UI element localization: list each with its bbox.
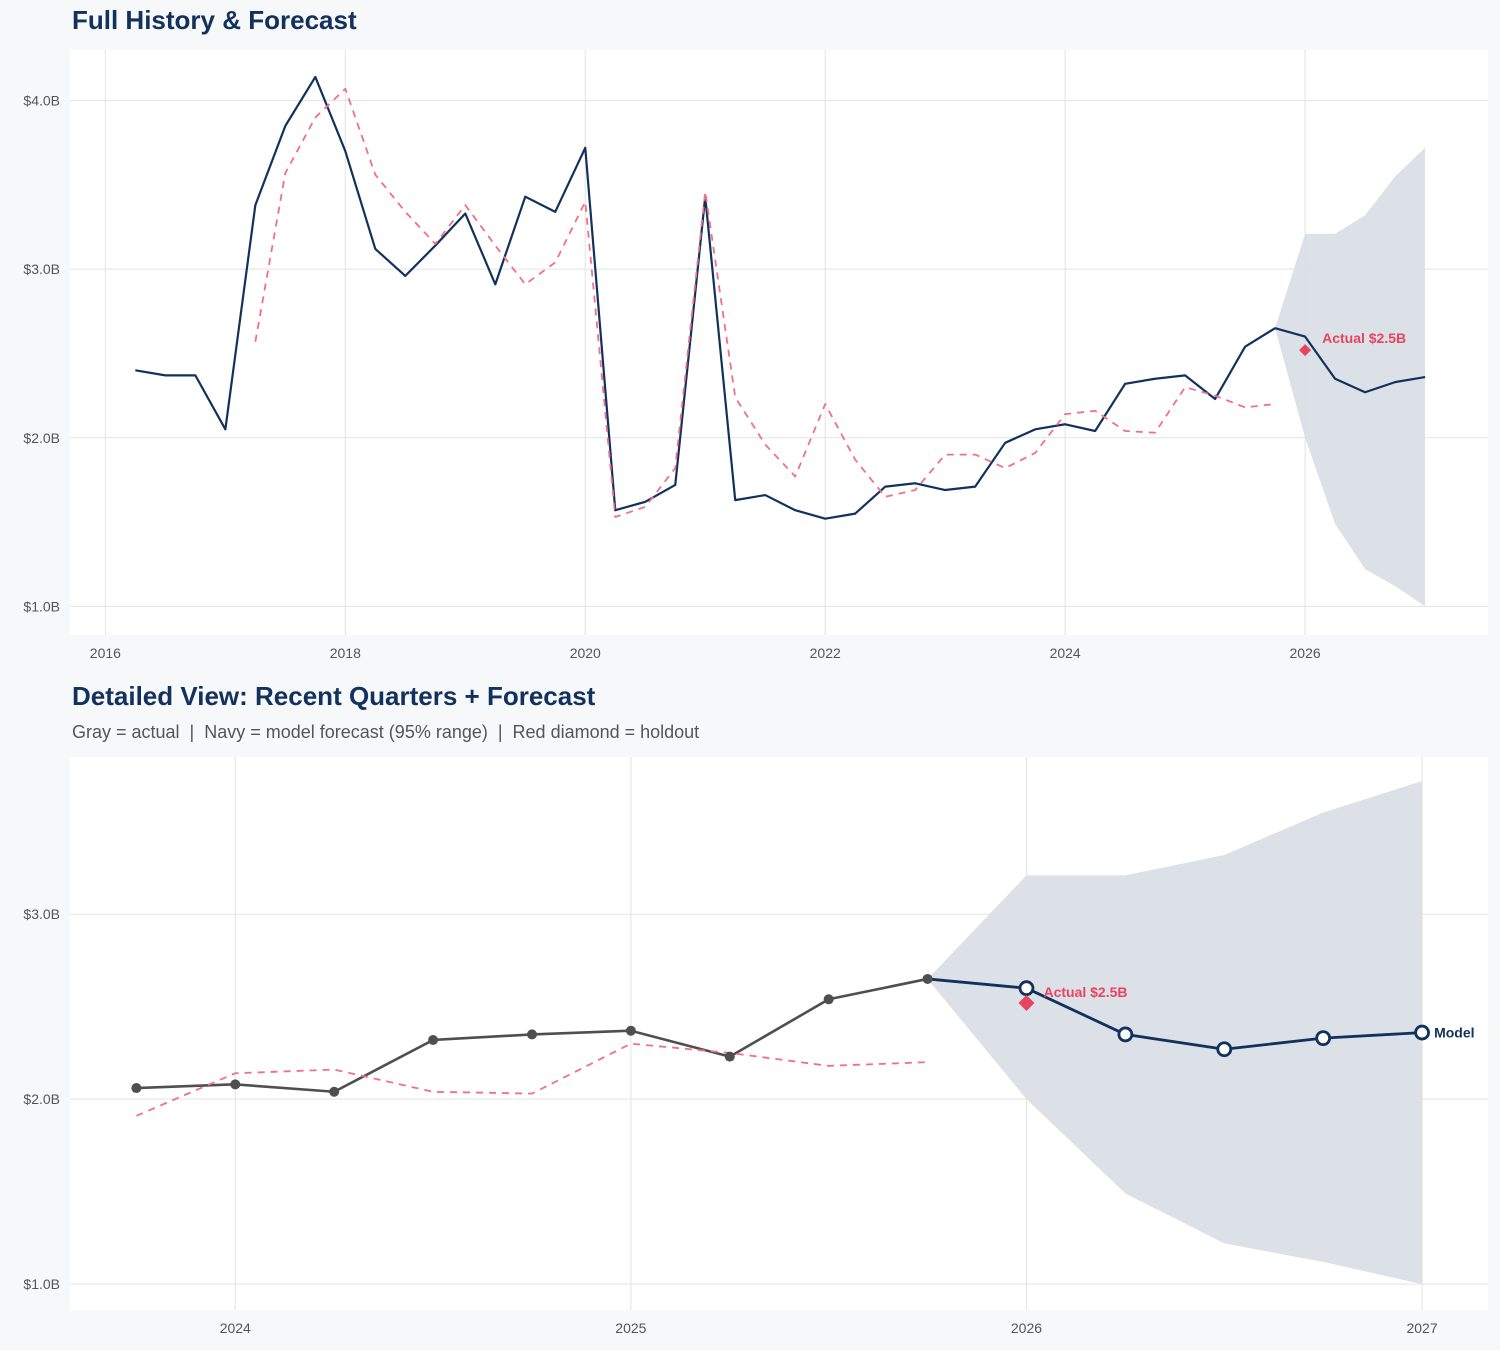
actual-point bbox=[625, 1025, 636, 1036]
y-tick-label: $1.0B bbox=[23, 598, 60, 614]
x-tick-label: 2018 bbox=[330, 645, 361, 661]
x-tick-label: 2024 bbox=[1050, 645, 1081, 661]
actual-point bbox=[329, 1086, 340, 1097]
forecast-point bbox=[1117, 1026, 1134, 1043]
actual-line bbox=[135, 75, 1426, 520]
x-tick-label: 2025 bbox=[615, 1320, 646, 1336]
holdout-label: Actual $2.5B bbox=[1322, 330, 1406, 346]
holdout-diamond bbox=[1018, 994, 1035, 1011]
forecast-point bbox=[1315, 1030, 1332, 1047]
y-tick-label: $3.0B bbox=[23, 906, 60, 922]
forecast-line bbox=[927, 977, 1423, 1051]
y-tick-label: $3.0B bbox=[23, 261, 60, 277]
y-tick-label: $2.0B bbox=[23, 430, 60, 446]
forecast-point bbox=[1414, 1024, 1430, 1041]
holdout-label: Actual $2.5B bbox=[1043, 984, 1127, 1000]
x-tick-label: 2024 bbox=[220, 1320, 251, 1336]
chart-title-detailed-view: Detailed View: Recent Quarters + Forecas… bbox=[72, 681, 596, 711]
x-tick-label: 2026 bbox=[1011, 1320, 1042, 1336]
x-tick-label: 2020 bbox=[570, 645, 601, 661]
forecast-point bbox=[1018, 980, 1035, 997]
actual-point bbox=[823, 994, 834, 1005]
actual-point bbox=[724, 1051, 735, 1062]
model-end-label: Model bbox=[1434, 1025, 1474, 1041]
actual-point bbox=[230, 1079, 241, 1090]
forecast-interval-band bbox=[1275, 147, 1426, 607]
plot-area bbox=[70, 50, 1488, 635]
x-tick-label: 2016 bbox=[90, 645, 121, 661]
x-tick-label: 2027 bbox=[1406, 1320, 1437, 1336]
forecast-interval-band bbox=[927, 781, 1423, 1285]
chart-0: 2016 2018 2020 2022 2024 2026 $1.0B $2.0B $3.0B $… bbox=[23, 50, 1488, 661]
actual-point bbox=[428, 1034, 439, 1045]
actual-point bbox=[131, 1083, 142, 1094]
chart-1: 2024 2025 2026 2027 $1.0B $2.0B $3.0B Model Actu… bbox=[23, 757, 1488, 1336]
forecast-point bbox=[1216, 1041, 1233, 1058]
x-tick-label: 2026 bbox=[1290, 645, 1321, 661]
y-tick-label: $1.0B bbox=[23, 1276, 60, 1292]
y-tick-label: $4.0B bbox=[23, 93, 60, 109]
x-tick-label: 2022 bbox=[810, 645, 841, 661]
holdout-diamond bbox=[1299, 344, 1312, 357]
chart-subtitle-detailed-view: Gray = actual | Navy = model forecast (9… bbox=[72, 722, 700, 742]
fitted-line bbox=[254, 87, 1276, 518]
actual-point bbox=[922, 973, 933, 984]
actual-point bbox=[526, 1029, 537, 1040]
fitted-line bbox=[136, 1042, 928, 1117]
chart-title-full-history: Full History & Forecast bbox=[72, 5, 357, 35]
y-tick-label: $2.0B bbox=[23, 1091, 60, 1107]
